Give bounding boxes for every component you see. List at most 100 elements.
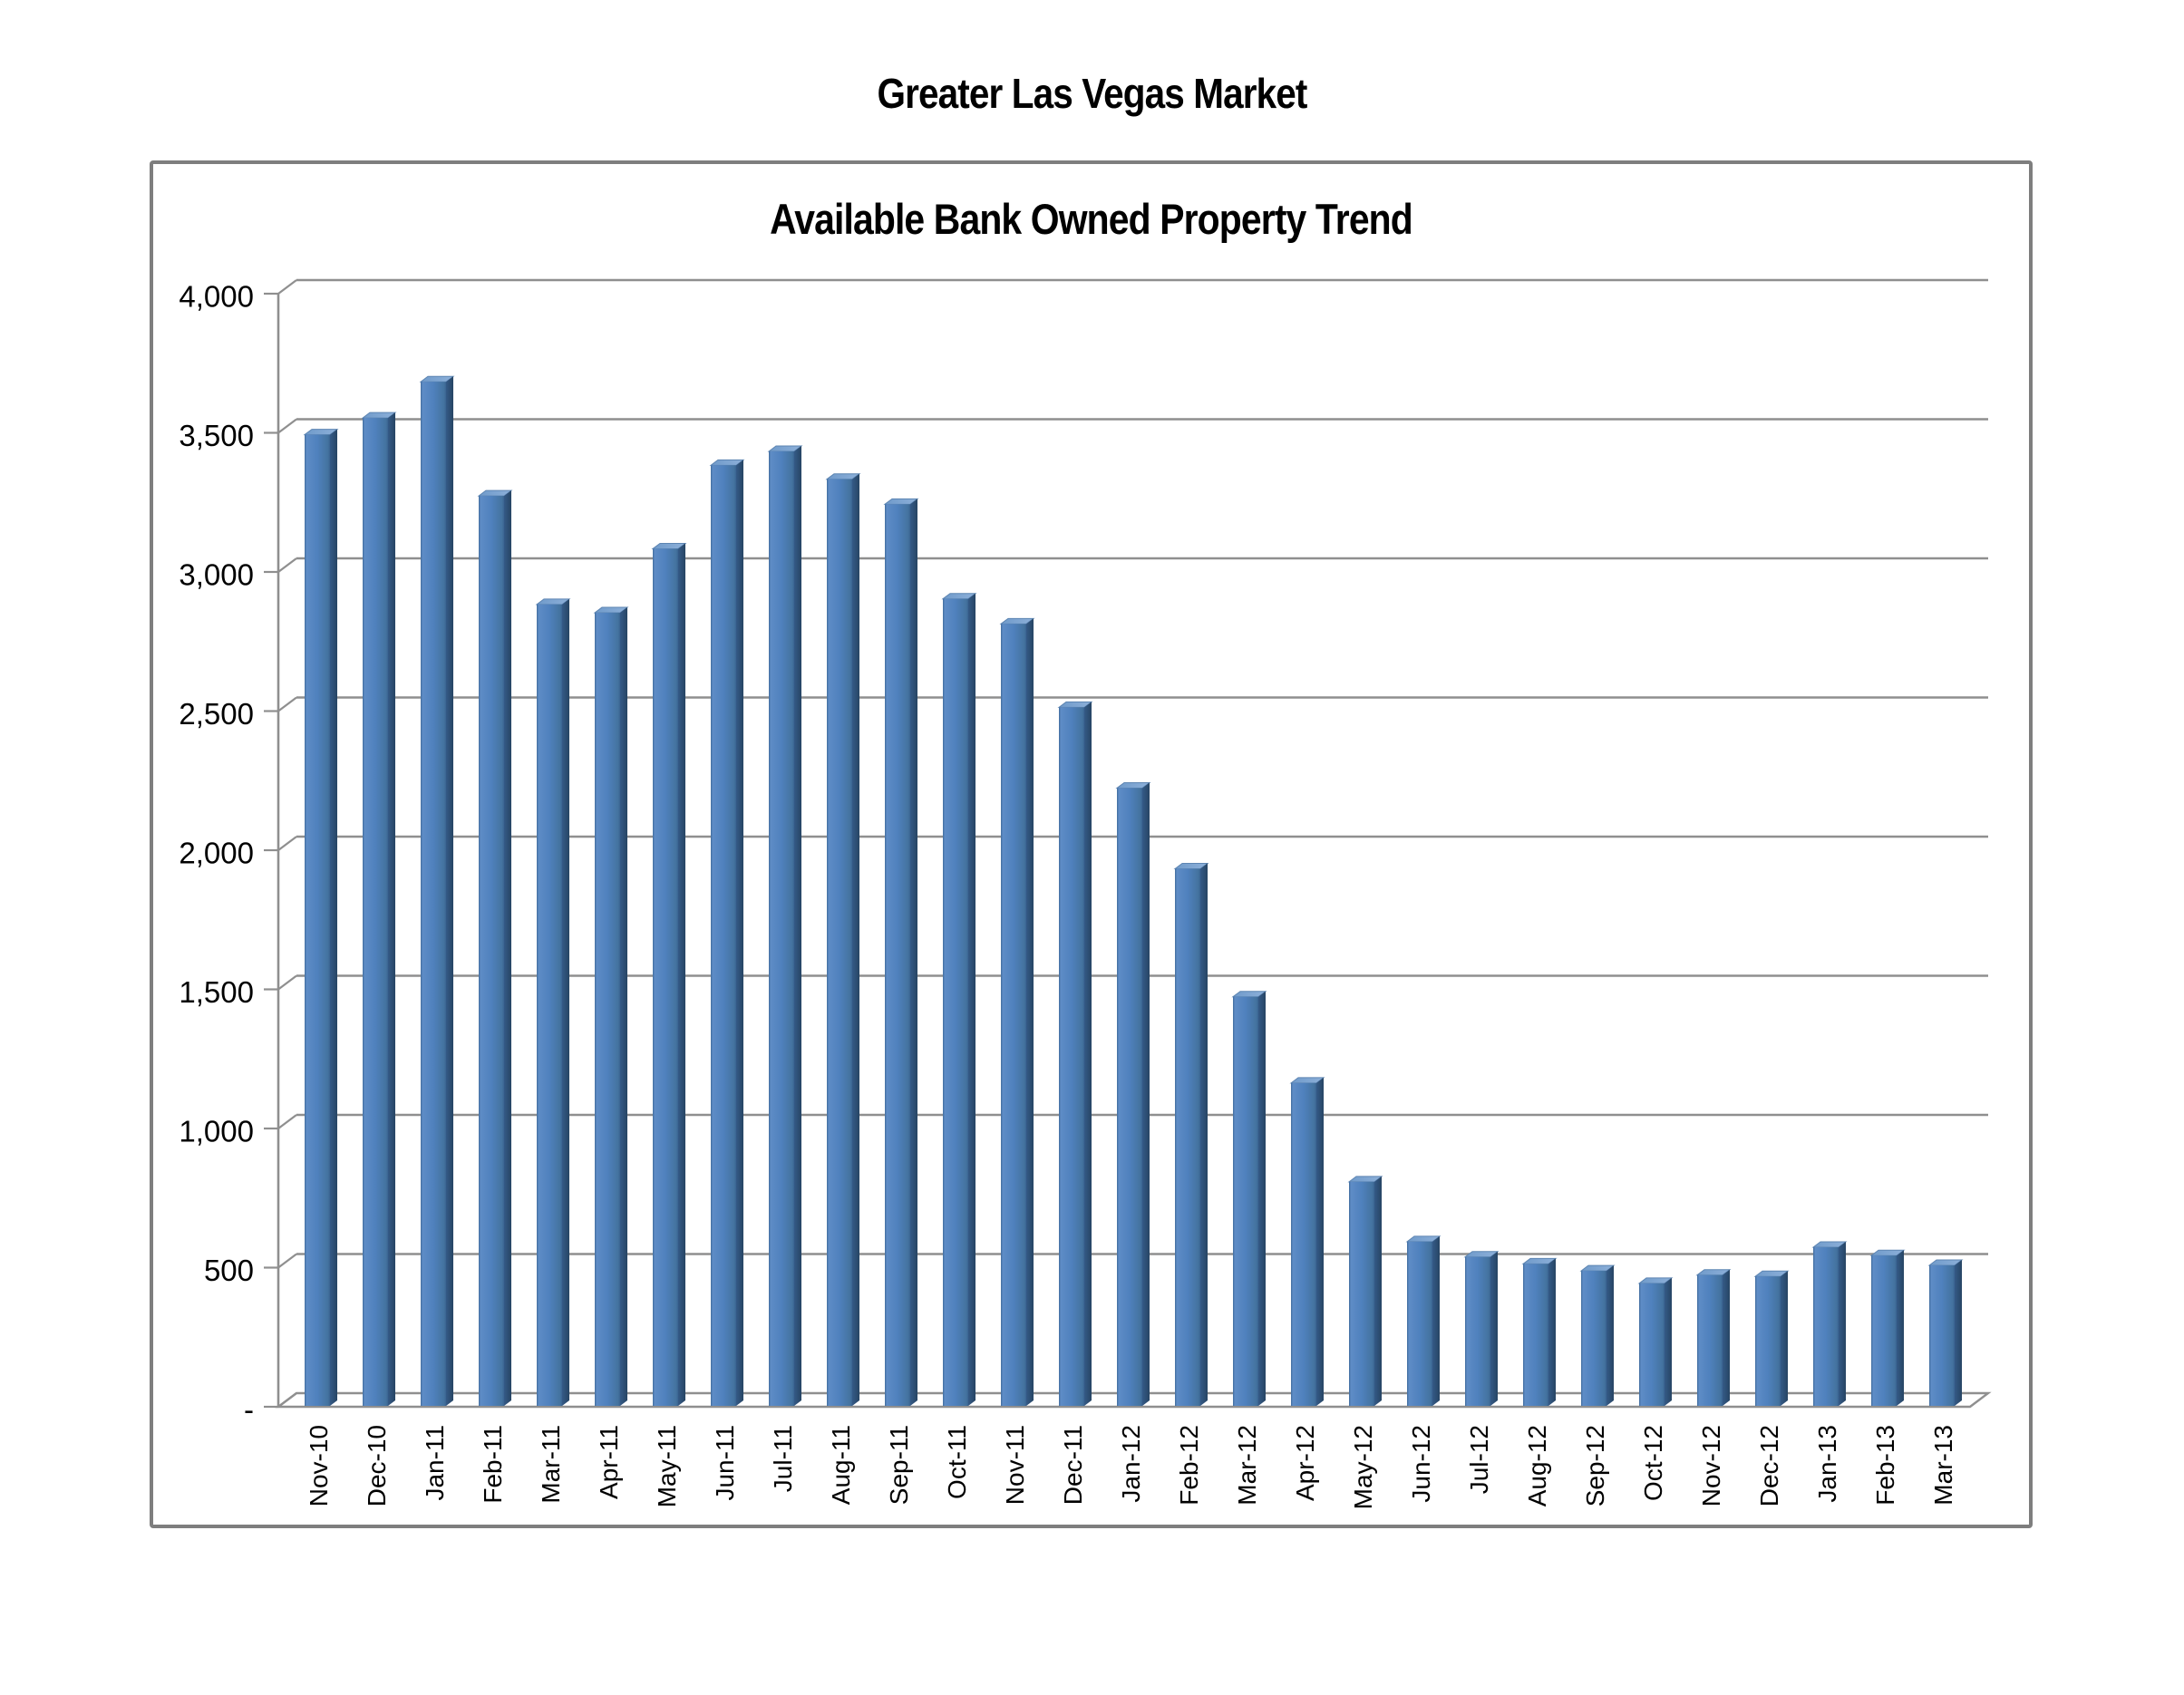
bar [363,418,388,1406]
x-axis-label: Dec-11 [1059,1425,1087,1505]
bar-side-face [1258,991,1266,1406]
bar [1175,868,1200,1406]
bar-top-face [1579,1264,1616,1272]
bar [1755,1276,1781,1406]
bar-side-face [1374,1176,1382,1406]
bar-side-face [1548,1258,1556,1406]
bar [1523,1264,1548,1406]
bar [537,604,562,1406]
bar-side-face [1142,782,1150,1406]
bar-side-face [330,429,337,1406]
bar-side-face [1665,1277,1672,1406]
axis-depth-connector [277,1114,297,1129]
bar-side-face [504,490,511,1406]
bar-side-face [1955,1259,1962,1406]
axis-depth-connector [277,279,297,295]
bar-side-face [968,593,976,1406]
bar [1001,624,1026,1406]
axis-depth-connector [277,418,297,434]
y-axis-label: 2,000 [179,837,254,870]
bar [1929,1264,1955,1406]
bar [827,479,852,1406]
main-title: Greater Las Vegas Market [877,70,1308,117]
x-axis-label: May-12 [1349,1425,1377,1509]
bar [885,504,910,1406]
x-axis-label: Jan-13 [1813,1425,1841,1503]
bar [1639,1283,1665,1406]
x-axis-label: Aug-12 [1523,1425,1551,1506]
bar-side-face [794,445,801,1406]
x-axis-label: Nov-12 [1697,1425,1725,1506]
bar [421,382,446,1406]
x-axis-label: Mar-11 [537,1425,565,1504]
bar [595,613,620,1406]
y-axis-label: 2,500 [179,697,254,731]
y-axis-label: 500 [204,1254,254,1287]
bar-side-face [1490,1251,1498,1406]
bar-side-face [1316,1077,1324,1406]
bar [769,450,794,1406]
bar-side-face [852,473,859,1407]
bar-side-face [1026,618,1034,1406]
x-axis-label: Feb-13 [1871,1425,1899,1506]
bar-top-face [1927,1259,1964,1266]
y-axis-label: 1,000 [179,1115,254,1148]
bar-side-face [1723,1269,1730,1406]
chart-title: Available Bank Owned Property Trend [770,195,1413,243]
bar-side-face [910,499,917,1406]
x-axis-label: Apr-12 [1291,1425,1319,1501]
x-axis-label: Sep-12 [1581,1425,1609,1506]
bar [1059,707,1084,1406]
bar-side-face [736,460,743,1407]
y-axis-label: 4,000 [179,280,254,314]
bar-side-face [1432,1235,1440,1406]
bar-side-face [1200,863,1208,1406]
x-axis-label: Feb-11 [479,1425,507,1504]
y-axis-label: - [244,1393,254,1427]
bar [1233,996,1258,1406]
bar [1349,1181,1374,1406]
x-axis-label: Apr-11 [595,1425,623,1499]
bar [1465,1256,1490,1406]
bar-side-face [388,412,395,1406]
bar-top-face [1347,1176,1383,1183]
bar [1813,1247,1839,1406]
x-axis-label: Aug-11 [827,1425,855,1505]
bar [1697,1274,1723,1406]
bar [479,496,504,1406]
chart-frame: Available Bank Owned Property Trend [150,160,2033,1528]
x-axis-label: Jan-11 [421,1425,449,1501]
bar-side-face [678,543,685,1406]
bar-top-face [1753,1270,1790,1277]
bar [305,434,330,1406]
x-axis-label: Mar-12 [1233,1425,1261,1506]
x-axis-label: Dec-12 [1755,1425,1783,1506]
axis-depth-connector [277,836,297,851]
axis-depth-connector [277,557,297,573]
x-axis-label: Jul-11 [769,1425,797,1492]
x-axis-label: Jun-11 [711,1425,739,1501]
bar [653,548,678,1406]
x-axis-label: Dec-10 [363,1425,391,1506]
axis-depth-connector [277,974,297,991]
x-axis-label: Nov-10 [305,1425,333,1506]
bar-side-face [1084,702,1092,1406]
bar [1291,1082,1316,1406]
bar [711,465,736,1406]
y-axis-label: 3,500 [179,419,254,452]
axis-depth-connector [277,696,297,712]
bar-side-face [620,607,627,1406]
x-axis-label: Mar-13 [1929,1425,1957,1506]
axis-depth-connector [277,1392,297,1408]
bar-side-face [562,598,569,1406]
bar-side-face [1781,1271,1788,1406]
x-axis-label: Jun-12 [1407,1425,1435,1503]
x-axis-label: Oct-12 [1639,1425,1667,1501]
plot-area: - 500 1,000 1,500 2,000 2,500 3,000 3,500 4,000 N… [179,278,1992,1509]
x-axis-label: Jul-12 [1465,1425,1493,1494]
x-axis-label: Oct-11 [943,1425,971,1499]
x-axis-label: Sep-11 [885,1425,913,1505]
bar [1117,788,1142,1406]
x-axis-label: Jan-12 [1117,1425,1145,1503]
